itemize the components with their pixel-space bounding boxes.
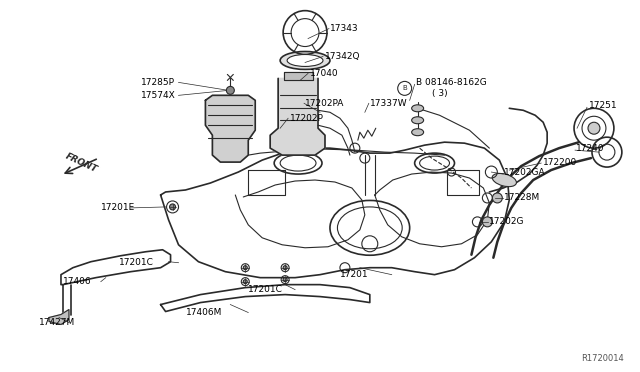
Text: 17240: 17240 — [576, 144, 605, 153]
Polygon shape — [284, 73, 313, 80]
Ellipse shape — [287, 54, 323, 67]
Ellipse shape — [412, 117, 424, 124]
Polygon shape — [205, 95, 255, 162]
Circle shape — [483, 217, 492, 227]
Text: 17228M: 17228M — [504, 193, 541, 202]
Text: 17201C: 17201C — [248, 285, 283, 294]
Polygon shape — [375, 172, 490, 247]
Polygon shape — [161, 142, 509, 278]
Text: 17342Q: 17342Q — [325, 52, 360, 61]
Text: R1720014: R1720014 — [581, 355, 624, 363]
Text: 17201C: 17201C — [119, 258, 154, 267]
Polygon shape — [161, 285, 370, 311]
Text: 17406M: 17406M — [186, 308, 222, 317]
Text: B 08146-8162G: B 08146-8162G — [415, 78, 486, 87]
Text: 17202G: 17202G — [490, 217, 525, 227]
Circle shape — [492, 193, 502, 203]
Text: 17251: 17251 — [589, 101, 618, 110]
Circle shape — [243, 266, 247, 270]
Text: 17202PA: 17202PA — [305, 99, 344, 108]
Text: 172200: 172200 — [543, 158, 577, 167]
Circle shape — [227, 86, 234, 94]
Polygon shape — [236, 180, 365, 248]
Circle shape — [283, 266, 287, 270]
Polygon shape — [248, 170, 285, 195]
Text: B: B — [403, 85, 407, 92]
Circle shape — [243, 280, 247, 283]
Circle shape — [588, 122, 600, 134]
Polygon shape — [49, 310, 69, 324]
Polygon shape — [447, 170, 479, 195]
Text: 17202GA: 17202GA — [504, 167, 546, 177]
Text: 17201E: 17201E — [101, 203, 135, 212]
Text: 17201: 17201 — [340, 270, 369, 279]
Text: 17040: 17040 — [310, 69, 339, 78]
Polygon shape — [270, 78, 325, 155]
Ellipse shape — [280, 51, 330, 70]
Text: 17202P: 17202P — [290, 114, 324, 123]
Ellipse shape — [412, 105, 424, 112]
Ellipse shape — [492, 173, 516, 187]
Text: 17343: 17343 — [330, 24, 358, 33]
Text: 17406: 17406 — [63, 277, 92, 286]
Text: 17427M: 17427M — [39, 318, 76, 327]
Text: ( 3): ( 3) — [431, 89, 447, 98]
Ellipse shape — [412, 129, 424, 136]
Text: 17337W: 17337W — [370, 99, 408, 108]
Text: FRONT: FRONT — [63, 152, 99, 174]
Circle shape — [170, 204, 175, 210]
Circle shape — [283, 278, 287, 282]
Text: 17574X: 17574X — [141, 91, 175, 100]
Text: 17285P: 17285P — [141, 78, 175, 87]
Polygon shape — [61, 250, 171, 285]
